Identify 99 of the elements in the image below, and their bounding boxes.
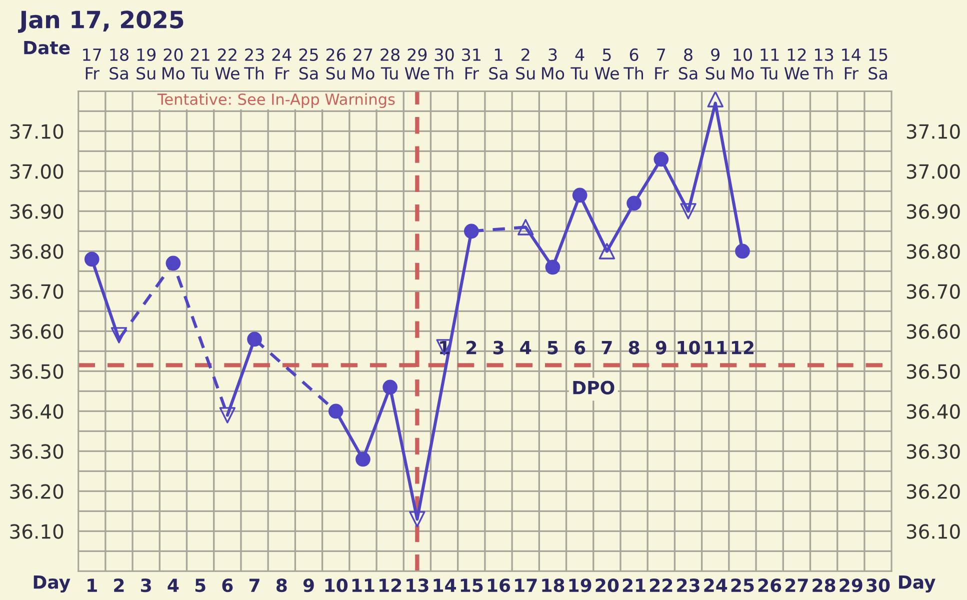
x2-tick-label: 19 Su xyxy=(136,48,156,80)
y2-tick-label: 36.20 xyxy=(906,484,960,499)
x-tick-label: 1 xyxy=(88,578,97,592)
x2-tick-label: 23 Th xyxy=(244,48,264,80)
x-tick-label: 6 xyxy=(222,578,233,592)
x2-tick-label: 18 Sa xyxy=(110,48,128,80)
y-tick-label: 36.30 xyxy=(10,444,64,459)
x-tick-label: 19 xyxy=(569,578,592,592)
x-tick-label: 23 xyxy=(677,578,700,592)
annotation: 7 xyxy=(602,341,612,354)
y2-tick-label: 36.50 xyxy=(906,364,960,379)
x-tick-label: 17 xyxy=(515,578,537,592)
x-tick-label: 10 xyxy=(325,578,348,592)
annotation: 9 xyxy=(656,340,666,354)
y-tick-label: 36.50 xyxy=(10,364,64,379)
x2-tick-label: 24 Fr xyxy=(272,48,292,80)
x-tick-label: 27 xyxy=(786,578,808,592)
x2-tick-label: 17 Fr xyxy=(83,48,102,80)
annotation: 11 xyxy=(704,341,727,354)
x2-tick-label: 30 Th xyxy=(434,48,454,80)
x-tick-label: 30 xyxy=(866,578,890,592)
x2-axis-title: Date xyxy=(24,41,70,54)
x2-tick-label: 8 Sa xyxy=(678,48,698,80)
y-tick-label: 36.60 xyxy=(10,324,64,339)
annotation: 6 xyxy=(574,340,586,354)
x2-tick-label: 2 Su xyxy=(516,48,535,80)
x-tick-label: 22 xyxy=(650,578,672,592)
y2-tick-label: 36.90 xyxy=(906,204,960,219)
x-tick-label: 25 xyxy=(731,578,754,592)
x-tick-label: 8 xyxy=(276,578,287,592)
x-tick-label: 12 xyxy=(380,578,402,592)
x2-tick-label: 15 Sa xyxy=(868,48,888,80)
x-tick-label: 7 xyxy=(249,578,260,592)
annotation: 8 xyxy=(628,340,640,354)
x-tick-label: 29 xyxy=(840,578,862,592)
annotation: 12 xyxy=(732,340,754,354)
y-tick-label: 36.70 xyxy=(10,284,64,299)
x2-tick-label: 14 Fr xyxy=(842,48,861,80)
x-tick-label: 2 xyxy=(114,578,124,592)
x2-tick-label: 9 Su xyxy=(706,48,724,80)
x-tick-label: 5 xyxy=(195,578,206,592)
x-axis-title: Day xyxy=(899,575,936,593)
x2-tick-label: 28 Tu xyxy=(380,48,400,80)
x2-tick-label: 29 We xyxy=(404,48,430,80)
x-tick-label: 11 xyxy=(352,578,374,592)
y2-tick-label: 36.60 xyxy=(906,324,960,339)
y-tick-label: 36.90 xyxy=(10,204,64,219)
y-tick-label: 36.10 xyxy=(10,524,64,539)
annotation: 10 xyxy=(678,340,700,354)
y2-tick-label: 36.80 xyxy=(906,244,960,259)
x2-tick-label: 20 Mo xyxy=(162,48,185,80)
x2-tick-label: 7 Fr xyxy=(655,48,669,80)
x-tick-label: 4 xyxy=(168,578,179,592)
y2-tick-label: 36.40 xyxy=(906,404,960,419)
x2-tick-label: 13 Th xyxy=(813,48,834,80)
x2-tick-label: 10 Mo xyxy=(732,48,754,80)
x-tick-label: 15 xyxy=(460,578,483,592)
x2-tick-label: 1 Sa xyxy=(489,48,508,80)
y2-tick-label: 36.10 xyxy=(906,524,960,539)
x-tick-label: 28 xyxy=(812,578,836,592)
y-tick-label: 37.10 xyxy=(10,124,64,139)
chart-title: Jan 17, 2025 xyxy=(18,10,184,33)
y-tick-label: 36.80 xyxy=(10,244,64,259)
x2-tick-label: 5 We xyxy=(594,48,619,80)
annotation: 4 xyxy=(520,341,532,354)
x-tick-label: 18 xyxy=(542,578,564,592)
x-tick-label: 14 xyxy=(434,578,456,592)
x2-tick-label: 21 Tu xyxy=(190,48,210,80)
x2-tick-label: 26 Su xyxy=(326,48,346,80)
y2-tick-label: 37.00 xyxy=(906,164,960,179)
x2-tick-label: 4 Tu xyxy=(570,48,588,80)
x2-tick-label: 31 Fr xyxy=(462,48,480,80)
x2-tick-label: 3 Mo xyxy=(542,48,564,80)
x2-tick-label: 12 We xyxy=(784,48,809,80)
ref-line-label: DPO xyxy=(573,380,614,394)
x-tick-label: 21 xyxy=(622,578,646,592)
x2-tick-label: 27 Mo xyxy=(352,48,374,80)
y2-tick-label: 37.10 xyxy=(906,124,960,139)
x-tick-label: 26 xyxy=(758,578,782,592)
x-tick-label: 20 xyxy=(596,578,619,592)
annotation: 2 xyxy=(466,340,476,354)
y-tick-label: 37.00 xyxy=(10,164,64,179)
annotation: 3 xyxy=(493,340,504,354)
x2-tick-label: 6 Th xyxy=(624,48,644,80)
text: Day xyxy=(34,575,70,593)
y2-tick-label: 36.30 xyxy=(906,444,960,459)
y2-tick-label: 36.70 xyxy=(906,284,960,299)
x2-tick-label: 25 Sa xyxy=(299,48,318,80)
ref-line-label: Tentative: See In-App Warnings xyxy=(157,93,395,108)
x2-tick-label: 22 We xyxy=(215,48,240,80)
y-tick-label: 36.40 xyxy=(10,404,64,419)
x-tick-label: 9 xyxy=(303,578,314,592)
x-tick-label: 3 xyxy=(141,578,151,592)
x-tick-label: 24 xyxy=(704,578,728,592)
y-tick-label: 36.20 xyxy=(10,484,64,499)
x-tick-label: 13 xyxy=(406,578,428,592)
x2-tick-label: 11 Tu xyxy=(760,48,779,80)
x-tick-label: 16 xyxy=(488,578,510,592)
annotation: 5 xyxy=(548,341,558,354)
